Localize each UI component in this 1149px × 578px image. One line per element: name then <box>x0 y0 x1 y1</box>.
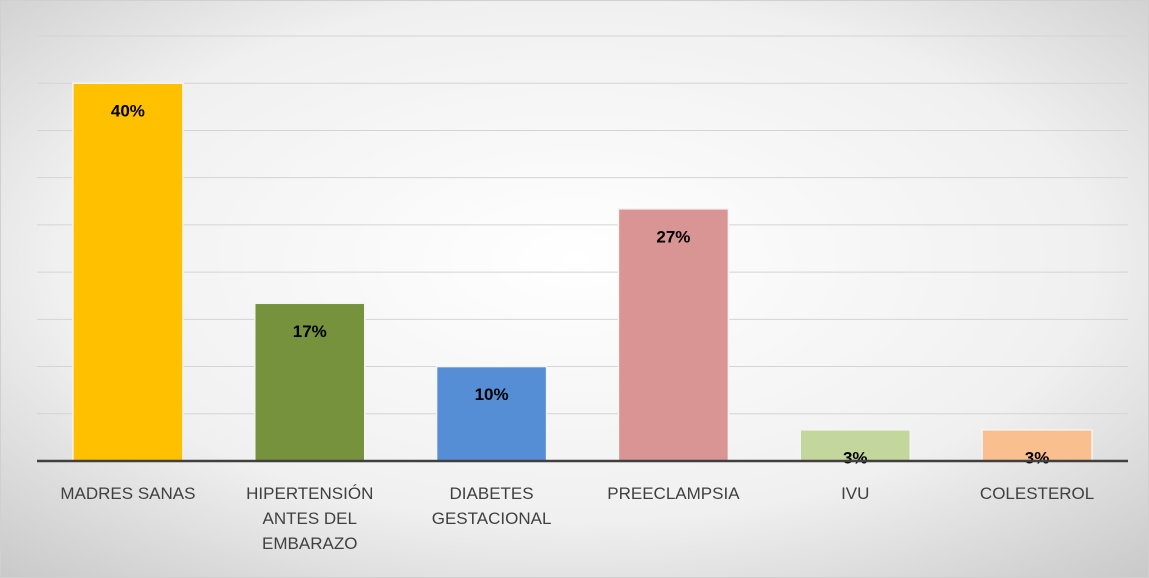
bar <box>72 82 184 462</box>
x-tick-label: IVU <box>841 484 870 503</box>
data-label: 3% <box>1025 448 1050 467</box>
x-tick-label: COLESTEROL <box>979 484 1095 503</box>
x-tick-label: MADRES SANAS <box>60 484 196 503</box>
bar <box>981 429 1093 462</box>
x-tick-label: DIABETES GESTACIONAL <box>431 484 552 528</box>
data-label: 27% <box>656 227 690 246</box>
data-label: 17% <box>293 322 327 341</box>
bar <box>435 365 548 462</box>
data-label: 40% <box>111 102 145 121</box>
x-tick-label: HIPERTENSIÓN ANTES DEL EMBARAZO <box>246 484 374 553</box>
bar <box>617 208 730 462</box>
data-label: 3% <box>843 448 868 467</box>
data-label: 10% <box>475 385 509 404</box>
x-tick-label: PREECLAMPSIA <box>607 484 740 503</box>
bar <box>799 429 911 462</box>
